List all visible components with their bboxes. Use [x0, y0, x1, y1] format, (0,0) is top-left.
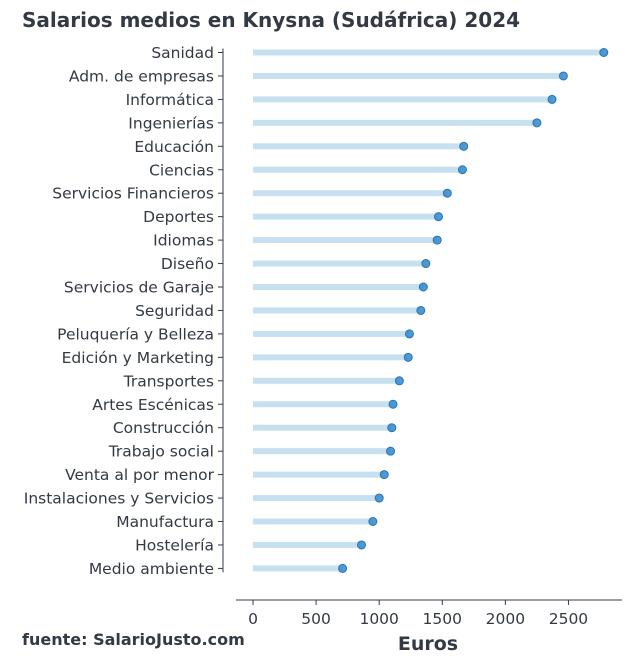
bar: [253, 307, 421, 314]
category-label: Transportes: [123, 372, 214, 390]
data-point: [403, 352, 413, 362]
data-point: [374, 493, 384, 503]
category-label: Sanidad: [151, 44, 214, 62]
bar: [253, 284, 424, 290]
data-point: [459, 141, 469, 151]
category-label: Idiomas: [153, 232, 214, 250]
bar: [253, 330, 410, 337]
x-axis-title: Euros: [398, 633, 458, 655]
bar: [253, 448, 391, 455]
category-label: Adm. de empresas: [69, 67, 214, 85]
bar: [253, 237, 438, 244]
category-label: Deportes: [143, 208, 214, 226]
bar: [253, 143, 464, 150]
data-point: [416, 305, 426, 315]
data-point: [338, 563, 348, 573]
x-tick-label: 0: [248, 610, 258, 628]
bar: [253, 213, 439, 220]
data-point: [432, 235, 442, 245]
bar: [253, 401, 394, 408]
chart-title: Salarios medios en Knysna (Sudáfrica) 20…: [22, 8, 521, 32]
data-point: [547, 94, 557, 104]
data-point: [457, 165, 467, 175]
data-point: [387, 423, 397, 433]
bar: [253, 72, 564, 79]
bar: [253, 166, 463, 173]
bar: [253, 377, 400, 384]
category-label: Trabajo social: [108, 443, 214, 461]
bar: [253, 96, 553, 103]
category-label: Instalaciones y Servicios: [24, 490, 214, 508]
category-label: Servicios de Garaje: [64, 279, 214, 297]
category-label: Venta al por menor: [65, 466, 215, 484]
data-point: [386, 446, 396, 456]
bar: [253, 541, 362, 548]
bar: [253, 190, 448, 197]
bar: [253, 119, 537, 126]
data-point: [433, 212, 443, 222]
axes: [218, 48, 622, 601]
category-label: Artes Escénicas: [92, 396, 214, 414]
x-tick-label: 2500: [549, 610, 588, 628]
data-point: [421, 259, 431, 269]
bars-layer: [253, 49, 604, 572]
category-labels: Sanidad Adm. de empresas Informática Ingeni…: [24, 44, 215, 578]
x-tick-label: 1000: [359, 610, 398, 628]
data-point: [599, 48, 609, 57]
category-label: Seguridad: [135, 302, 214, 320]
category-label: Diseño: [161, 255, 214, 273]
x-tick-label: 500: [301, 610, 331, 628]
bar: [253, 354, 409, 361]
bar: [253, 260, 426, 267]
category-label: Manufactura: [116, 513, 214, 531]
dots-layer: [338, 48, 609, 573]
data-point: [379, 470, 389, 480]
bar: [253, 495, 380, 502]
category-label: Construcción: [113, 419, 214, 437]
category-label: Educación: [134, 138, 214, 156]
category-label: Informática: [126, 91, 214, 109]
category-label: Peluquería y Belleza: [57, 325, 214, 343]
data-point: [394, 376, 404, 386]
data-point: [532, 118, 542, 128]
bar: [253, 518, 373, 525]
category-label: Servicios Financieros: [52, 185, 214, 203]
data-point: [404, 329, 414, 339]
data-point: [388, 399, 398, 409]
data-point: [442, 188, 452, 198]
bar: [253, 424, 392, 431]
bar: [253, 565, 343, 572]
data-point: [357, 540, 367, 550]
data-point: [418, 282, 428, 292]
data-point: [558, 71, 568, 81]
category-label: Ciencias: [149, 161, 214, 179]
category-label: Edición y Marketing: [62, 349, 214, 367]
bar: [253, 471, 385, 478]
data-point: [368, 517, 378, 526]
category-label: Hostelería: [135, 536, 214, 554]
x-tick-label: 2000: [486, 610, 525, 628]
x-tick-label: 1500: [423, 610, 462, 628]
category-label: Ingenierías: [128, 114, 214, 132]
source-note: fuente: SalarioJusto.com: [22, 630, 245, 649]
bar: [253, 49, 604, 56]
x-ticks: 0 500 1000 1500 2000 2500: [248, 600, 588, 628]
category-label: Medio ambiente: [89, 560, 214, 578]
